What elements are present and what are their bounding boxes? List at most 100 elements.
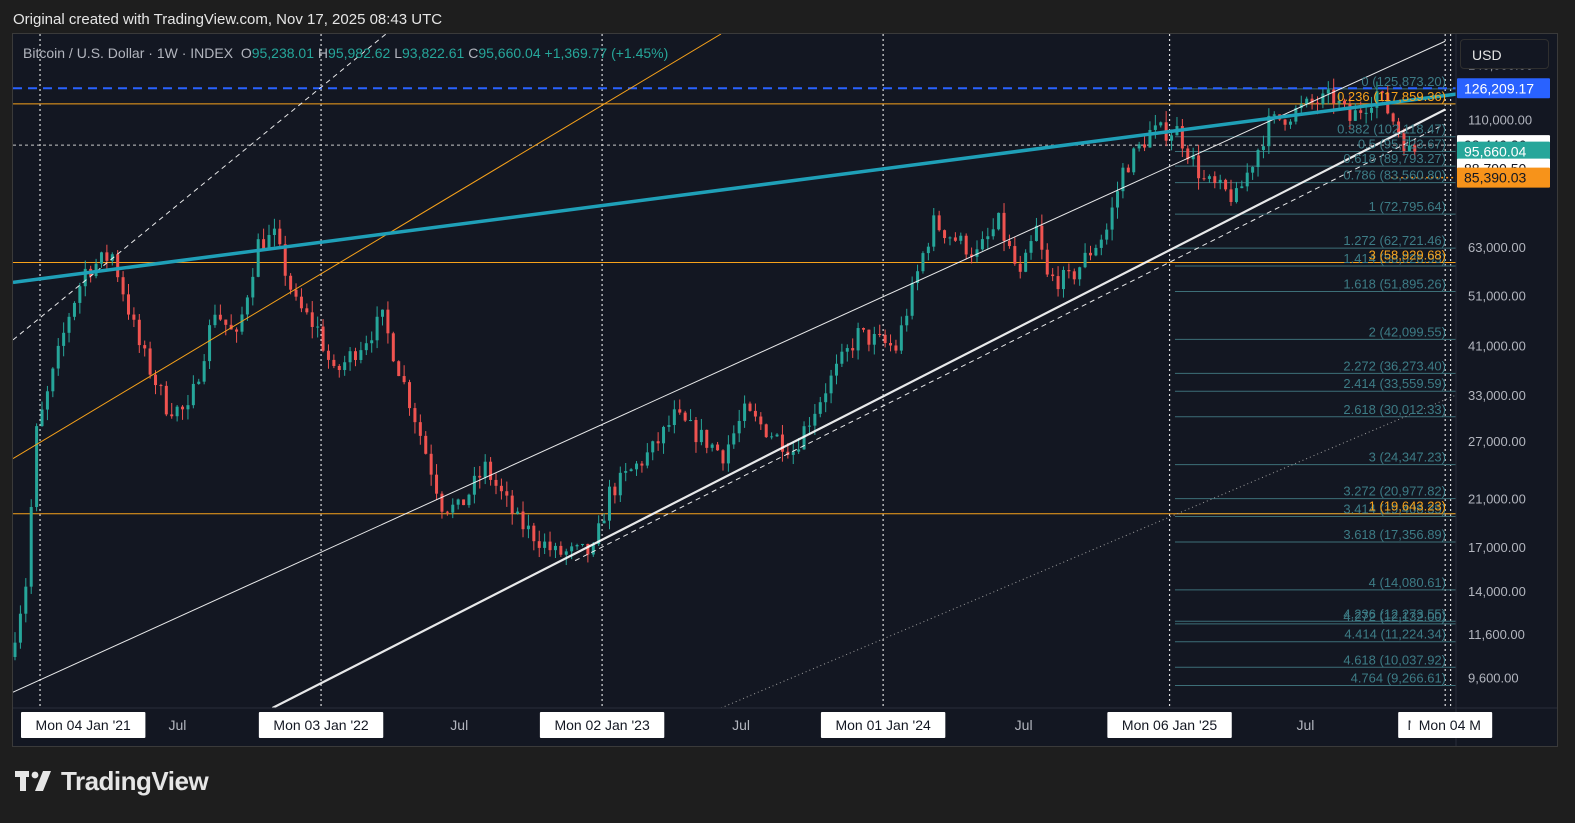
candle-down — [613, 486, 617, 496]
candle-down — [1343, 100, 1347, 105]
candle-up — [921, 253, 925, 272]
candle-up — [905, 315, 909, 326]
candle-up — [1024, 252, 1028, 272]
fib-level-label: 2.272 (36,273.40) — [1343, 358, 1446, 373]
candle-up — [78, 286, 82, 303]
currency-button[interactable]: USD — [1460, 39, 1549, 69]
price-chart[interactable]: 0 (125,873.20)0.236 (117,859.36) 0.382 (1… — [13, 34, 1557, 746]
candle-down — [510, 495, 514, 514]
price-tick-label: 110,000.00 — [1468, 113, 1532, 128]
candle-up — [807, 425, 811, 427]
candle-down — [337, 365, 341, 371]
trendline — [13, 92, 1456, 285]
fib-level-label: 1.414 (58,028.93) — [1343, 251, 1446, 266]
candle-up — [899, 325, 903, 351]
fib-level-label: 3 (58,929.68) — [1369, 247, 1446, 262]
candle-down — [1186, 148, 1190, 160]
candle-up — [1099, 239, 1103, 248]
fib-level-label: 4 (14,080.61) — [1369, 575, 1446, 590]
candle-down — [132, 314, 136, 320]
price-label-text: 126,209.17 — [1464, 80, 1534, 96]
candle-down — [159, 385, 163, 387]
candle-up — [743, 403, 747, 421]
fib-level-label: 3.414 (19,408.35) — [1343, 501, 1446, 516]
candle-down — [883, 334, 887, 344]
candle-up — [1272, 114, 1276, 116]
candle-up — [1153, 125, 1157, 130]
price-label-bg — [1457, 78, 1550, 99]
chart-frame[interactable]: 0 (125,873.20) 0.236 (117,859.36) 0.382 (1… — [12, 33, 1558, 747]
candle-down — [878, 333, 882, 335]
candle-up — [980, 239, 984, 250]
candle-up — [607, 486, 611, 521]
candle-down — [656, 441, 660, 444]
candle-up — [575, 545, 579, 547]
candle-down — [1310, 98, 1314, 103]
candle-up — [451, 504, 455, 513]
time-label-box — [21, 712, 146, 738]
fib-level-label: 1 (19,643.23) — [1369, 499, 1446, 514]
candle-up — [991, 229, 995, 237]
candle-up — [829, 375, 833, 394]
candle-up — [381, 309, 385, 317]
candle-down — [1051, 274, 1055, 277]
candle-down — [218, 314, 222, 320]
candle-down — [1040, 225, 1044, 250]
candle-up — [251, 276, 255, 298]
candle-up — [975, 249, 979, 257]
candle-up — [348, 351, 352, 363]
candle-down — [126, 294, 130, 315]
candle-up — [845, 348, 849, 352]
candle-up — [591, 544, 595, 555]
change-value: +1,369.77 (+1.45%) — [544, 45, 669, 61]
candle-down — [1007, 240, 1011, 247]
time-tick-label: Jul — [450, 717, 468, 733]
candle-up — [175, 406, 179, 417]
candle-up — [467, 494, 471, 506]
candle-down — [1391, 113, 1395, 122]
candle-up — [1256, 150, 1260, 168]
candle-up — [191, 383, 195, 406]
time-tick-label: Mon 02 Jan '23 — [554, 717, 650, 733]
fib-level-label: 0.786 (83,560.80) — [1343, 168, 1446, 183]
candle-down — [1359, 110, 1363, 113]
brand-logo: TradingView — [15, 766, 209, 797]
trendline — [574, 123, 1446, 562]
open-value: 95,238.01 — [251, 45, 315, 61]
candle-up — [1407, 145, 1411, 152]
price-tick-label: 27,000.00 — [1468, 434, 1526, 449]
time-label-box — [258, 712, 384, 738]
candle-up — [359, 350, 363, 360]
candle-up — [375, 316, 379, 341]
candle-down — [148, 348, 152, 375]
candle-up — [1110, 207, 1114, 230]
candle-up — [662, 426, 666, 444]
price-axis: 140,000.00110,000.0063,000.0051,000.0041… — [1455, 34, 1550, 746]
ohlc-legend: Bitcoin / U.S. Dollar · 1W · INDEX O95,2… — [23, 45, 668, 61]
candle-up — [1326, 89, 1330, 94]
candle-down — [391, 333, 395, 362]
candle-up — [818, 402, 822, 414]
candle-down — [224, 319, 228, 325]
candle-down — [1197, 155, 1201, 179]
candle-up — [370, 340, 374, 344]
time-tick-label: Mon 04 M — [1419, 717, 1481, 733]
candle-up — [24, 586, 28, 614]
candle-down — [894, 345, 898, 351]
candle-up — [564, 551, 568, 555]
candle-up — [1267, 115, 1271, 147]
candle-down — [694, 420, 698, 443]
candle-down — [748, 403, 752, 411]
candle-down — [310, 312, 314, 327]
fib-level-label: 4.272 (12,132.00) — [1343, 609, 1446, 624]
candle-down — [851, 348, 855, 351]
candle-up — [710, 444, 714, 448]
candle-down — [418, 422, 422, 436]
candle-down — [305, 308, 309, 313]
candle-down — [505, 491, 509, 496]
high-value: 95,982.62 — [328, 45, 391, 61]
candle-down — [494, 479, 498, 486]
candle-down — [116, 254, 120, 278]
candle-down — [521, 511, 525, 530]
fib-level-label: 3 (24,347.23) — [1369, 450, 1446, 465]
